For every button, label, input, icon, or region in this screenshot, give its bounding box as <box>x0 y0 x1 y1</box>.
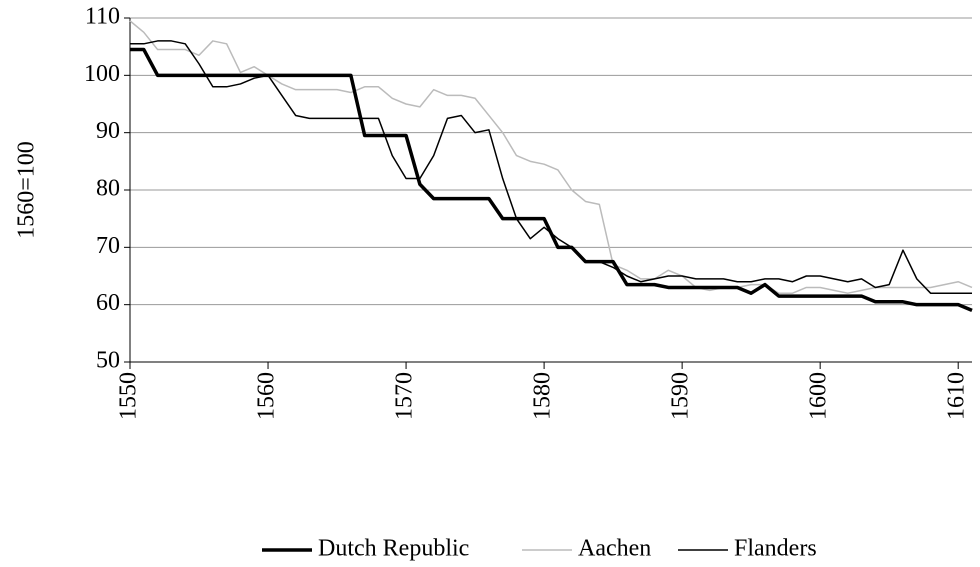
legend-label: Aachen <box>578 536 651 562</box>
x-tick-label: 1590 <box>668 372 694 420</box>
series-line <box>129 20 973 294</box>
x-tick-label: 1560 <box>254 372 280 420</box>
y-tick-label: 60 <box>96 290 120 316</box>
x-tick-label: 1550 <box>116 372 142 420</box>
x-tick-label: 1600 <box>806 372 832 420</box>
y-tick-label: 80 <box>96 176 120 202</box>
x-tick-label: 1580 <box>530 372 556 420</box>
y-axis-label: 1560=100 <box>14 141 40 239</box>
x-tick-label: 1570 <box>392 372 418 420</box>
y-tick-label: 100 <box>84 61 120 87</box>
y-tick-label: 110 <box>85 4 120 30</box>
x-tick-label: 1610 <box>944 372 970 420</box>
y-tick-label: 50 <box>96 348 120 374</box>
y-tick-label: 70 <box>96 233 120 259</box>
legend-label: Dutch Republic <box>318 536 469 562</box>
y-tick-label: 90 <box>96 118 120 144</box>
legend-label: Flanders <box>734 536 817 562</box>
series-line <box>130 47 973 313</box>
